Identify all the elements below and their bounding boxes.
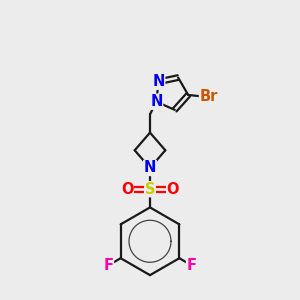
Text: N: N bbox=[150, 94, 163, 109]
Text: O: O bbox=[167, 182, 179, 197]
Text: N: N bbox=[144, 160, 156, 175]
Text: Br: Br bbox=[200, 89, 218, 104]
Text: S: S bbox=[145, 182, 155, 197]
Text: F: F bbox=[187, 258, 196, 273]
Text: O: O bbox=[121, 182, 133, 197]
Text: N: N bbox=[152, 74, 165, 89]
Text: F: F bbox=[103, 258, 113, 273]
